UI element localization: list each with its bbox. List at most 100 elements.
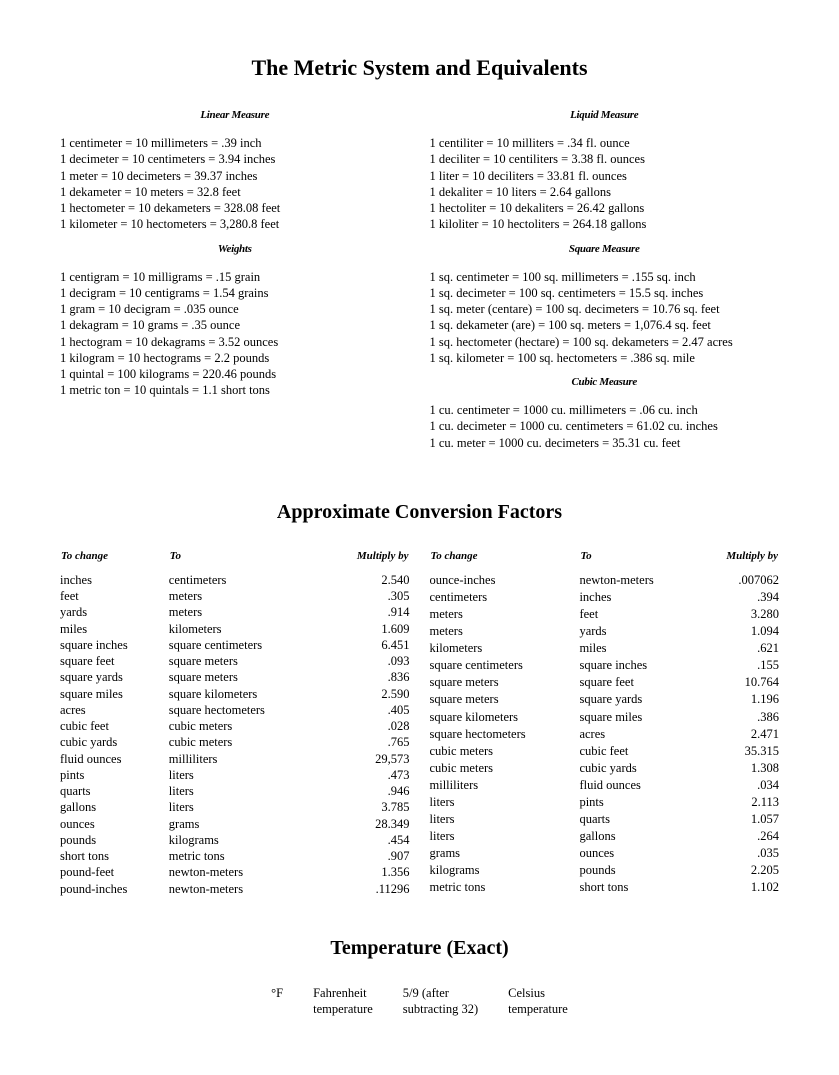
cell-from: ounce-inches: [430, 572, 580, 589]
cell-from: square kilometers: [430, 709, 580, 726]
cell-from: square inches: [60, 637, 169, 653]
temp-line: temperature: [313, 1002, 373, 1016]
cell-from: square meters: [430, 674, 580, 691]
cell-mult: .386: [695, 709, 779, 726]
table-row: square meterssquare yards1.196: [430, 691, 780, 708]
measure-line: 1 meter = 10 decimeters = 39.37 inches: [60, 168, 410, 184]
section-heading: Liquid Measure: [430, 109, 780, 121]
measure-line: 1 dekagram = 10 grams = .35 ounce: [60, 317, 410, 333]
cell-from: pounds: [60, 832, 169, 848]
cell-mult: .621: [695, 640, 779, 657]
measure-line: 1 kilometer = 10 hectometers = 3,280.8 f…: [60, 216, 410, 232]
table-row: short tonsmetric tons.907: [60, 848, 410, 864]
section-heading: Weights: [60, 243, 410, 255]
cell-mult: 6.451: [323, 637, 409, 653]
cell-to: liters: [169, 783, 324, 799]
conversion-table-left: To change To Multiply by inchescentimete…: [60, 549, 410, 897]
cell-to: meters: [169, 604, 324, 620]
cell-mult: .473: [323, 767, 409, 783]
cell-mult: .007062: [695, 572, 779, 589]
table-row: cubic yardscubic meters.765: [60, 734, 410, 750]
cell-from: pound-inches: [60, 881, 169, 897]
cell-from: feet: [60, 588, 169, 604]
table-row: inchescentimeters2.540: [60, 572, 410, 588]
table-row: gramsounces.035: [430, 845, 780, 862]
temp-line: 5/9 (after: [403, 986, 449, 1000]
cell-mult: 10.764: [695, 674, 779, 691]
cell-to: cubic feet: [579, 743, 695, 760]
page-title: The Metric System and Equivalents: [60, 55, 779, 81]
cell-mult: .035: [695, 845, 779, 862]
table-row: feetmeters.305: [60, 588, 410, 604]
table-row: fluid ouncesmilliliters29,573: [60, 751, 410, 767]
measure-line: 1 metric ton = 10 quintals = 1.1 short t…: [60, 382, 410, 398]
table-row: kilometersmiles.621: [430, 640, 780, 657]
col-to: To: [169, 549, 324, 572]
measure-line: 1 decigram = 10 centigrams = 1.54 grains: [60, 285, 410, 301]
cell-to: meters: [169, 588, 324, 604]
table-row: acressquare hectometers.405: [60, 702, 410, 718]
cell-to: liters: [169, 799, 324, 815]
cell-mult: .914: [323, 604, 409, 620]
cell-mult: 1.102: [695, 879, 779, 896]
conversion-table-right: To change To Multiply by ounce-inchesnew…: [430, 549, 780, 897]
section-heading: Square Measure: [430, 243, 780, 255]
cell-mult: 1.356: [323, 864, 409, 880]
cell-from: grams: [430, 845, 580, 862]
temperature-title: Temperature (Exact): [60, 937, 779, 960]
cell-mult: .264: [695, 828, 779, 845]
cell-from: kilograms: [430, 862, 580, 879]
conversion-title: Approximate Conversion Factors: [60, 501, 779, 524]
temp-line: temperature: [508, 1002, 568, 1016]
temp-line: Fahrenheit: [313, 986, 366, 1000]
cell-to: liters: [169, 767, 324, 783]
cell-from: ounces: [60, 816, 169, 832]
temperature-section: Temperature (Exact) °F Fahrenheit temper…: [60, 937, 779, 1018]
cell-to: square centimeters: [169, 637, 324, 653]
cell-from: square feet: [60, 653, 169, 669]
measure-block: 1 sq. centimeter = 100 sq. millimeters =…: [430, 269, 780, 367]
cell-to: fluid ounces: [579, 777, 695, 794]
table-row: litersgallons.264: [430, 828, 780, 845]
cell-to: pints: [579, 794, 695, 811]
table-row: cubic meterscubic yards1.308: [430, 760, 780, 777]
measure-line: 1 sq. meter (centare) = 100 sq. decimete…: [430, 301, 780, 317]
cell-mult: 28.349: [323, 816, 409, 832]
table-row: square yardssquare meters.836: [60, 669, 410, 685]
cell-from: short tons: [60, 848, 169, 864]
col-mult: Multiply by: [323, 549, 409, 572]
table-row: millilitersfluid ounces.034: [430, 777, 780, 794]
cell-to: feet: [579, 606, 695, 623]
cell-mult: 1.094: [695, 623, 779, 640]
cell-mult: .907: [323, 848, 409, 864]
temp-fahrenheit: Fahrenheit temperature: [313, 985, 373, 1018]
measure-line: 1 sq. kilometer = 100 sq. hectometers = …: [430, 350, 780, 366]
cell-to: square miles: [579, 709, 695, 726]
cell-from: liters: [430, 811, 580, 828]
cell-mult: .305: [323, 588, 409, 604]
cell-to: cubic meters: [169, 718, 324, 734]
cell-to: pounds: [579, 862, 695, 879]
cell-to: cubic meters: [169, 734, 324, 750]
table-row: square kilometerssquare miles.386: [430, 709, 780, 726]
cell-to: square hectometers: [169, 702, 324, 718]
table-row: cubic feetcubic meters.028: [60, 718, 410, 734]
measure-line: 1 hectoliter = 10 dekaliters = 26.42 gal…: [430, 200, 780, 216]
table-row: square hectometersacres2.471: [430, 726, 780, 743]
measure-line: 1 cu. centimeter = 1000 cu. millimeters …: [430, 402, 780, 418]
cell-mult: 2.540: [323, 572, 409, 588]
measure-line: 1 liter = 10 deciliters = 33.81 fl. ounc…: [430, 168, 780, 184]
table-row: square inchessquare centimeters6.451: [60, 637, 410, 653]
measure-line: 1 cu. decimeter = 1000 cu. centimeters =…: [430, 418, 780, 434]
table-row: quartsliters.946: [60, 783, 410, 799]
cell-to: gallons: [579, 828, 695, 845]
cell-mult: .034: [695, 777, 779, 794]
table-row: centimetersinches.394: [430, 589, 780, 606]
cell-mult: .836: [323, 669, 409, 685]
cell-from: square hectometers: [430, 726, 580, 743]
measure-line: 1 sq. centimeter = 100 sq. millimeters =…: [430, 269, 780, 285]
conversion-tables: To change To Multiply by inchescentimete…: [60, 549, 779, 897]
table-row: square centimeterssquare inches.155: [430, 657, 780, 674]
cell-mult: 2.590: [323, 686, 409, 702]
cell-mult: 3.785: [323, 799, 409, 815]
